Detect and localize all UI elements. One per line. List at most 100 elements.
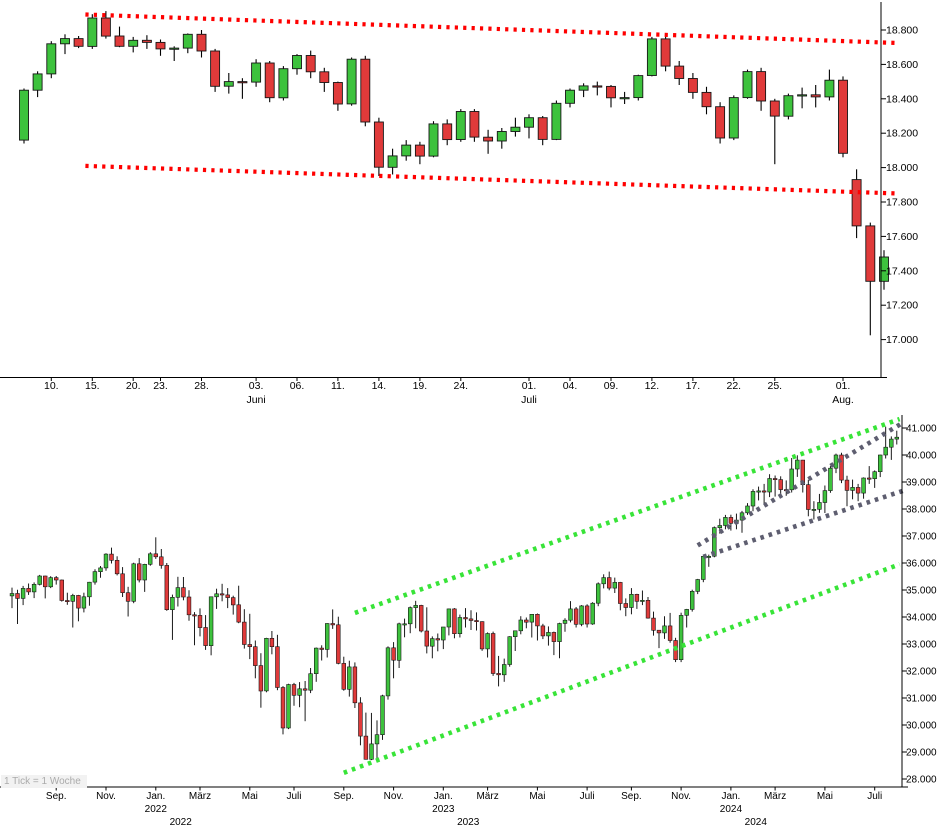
x-axis-label: 28. [194,380,209,392]
bullish-candle [380,695,385,735]
bearish-candle [606,577,612,589]
y-axis-label: 18.600 [886,59,918,71]
bullish-candle [485,633,490,650]
bearish-candle [573,608,579,625]
bearish-candle [341,663,346,690]
bearish-candle [667,625,673,641]
x-axis-label: Mai [817,791,833,802]
candles-group [19,11,889,336]
bullish-candle [877,454,883,473]
bearish-candle [865,225,876,282]
bearish-candle [418,605,424,632]
bearish-candle [203,627,208,646]
bullish-candle [524,117,534,128]
y-axis-label: 34.000 [906,613,937,624]
x-axis-label: 19. [413,380,428,392]
x-axis-major-label: 2024 [720,804,743,815]
y-axis-label: 17.600 [886,231,918,243]
bearish-candle [153,553,158,558]
x-axis-major-label: Juli [521,394,537,406]
bullish-candle [402,623,407,626]
bearish-candle [623,603,629,608]
daily-candlestick-chart: 18.800 18.600 18.400 18.200 18.000 17.800 17.6… [0,2,918,406]
y-axis-label: 17.000 [886,334,918,346]
bearish-candle [584,605,590,625]
x-axis-label: 01. [836,380,851,392]
bullish-candle [264,638,269,692]
bullish-candle [850,487,855,491]
y-axis-label: 32.000 [906,667,937,678]
y-axis-label: 17.200 [886,300,918,312]
bullish-candle [501,664,507,676]
bearish-candle [73,38,84,47]
bullish-candle [889,438,894,448]
bearish-candle [219,593,225,596]
bullish-candle [347,666,352,690]
bearish-candle [319,647,324,650]
bullish-candle [98,567,103,572]
bullish-candle [689,591,695,610]
bearish-candle [186,596,192,616]
bearish-candle [769,100,780,117]
bullish-candle [20,588,26,599]
bullish-candle [507,636,512,665]
bullish-candle [861,477,866,494]
bullish-candle [629,594,634,608]
y-axis-label: 41.000 [906,424,937,435]
bullish-candle [407,607,413,625]
bearish-candle [618,582,623,604]
x-axis-major-label: 2022 [145,804,168,815]
bearish-candle [42,575,48,588]
x-axis-label: Nov. [671,791,691,802]
wedge-lower-trendline [702,487,906,559]
x-axis-label: Jan. [146,791,165,802]
x-axis-label: März [764,791,786,802]
bullish-candle [578,85,589,91]
bearish-candle [269,638,275,648]
bearish-candle [524,619,529,623]
x-axis-label: 01. [522,380,537,392]
x-axis-label: Sep. [46,791,67,802]
bearish-candle [674,65,685,79]
bullish-candle [562,619,568,624]
x-axis-label: Mai [529,791,545,802]
bullish-candle [385,647,391,697]
bullish-candle [223,81,234,87]
bearish-candle [114,35,125,47]
bearish-candle [687,78,698,93]
x-axis-label: März [476,791,498,802]
bullish-candle [87,581,92,598]
bullish-candle [706,556,712,558]
bullish-candle [828,467,833,491]
bullish-candle [292,55,302,70]
bullish-candle [286,684,291,729]
bearish-candle [302,688,308,691]
bearish-candle [125,592,131,602]
bullish-candle [742,71,753,99]
x-axis-label: Juli [286,791,301,802]
bearish-candle [373,121,384,168]
bearish-candle [701,91,712,108]
bullish-candle [92,571,98,583]
bullish-candle [128,39,139,47]
bearish-candle [452,608,457,634]
bullish-candle [551,102,562,140]
bullish-candle [430,638,435,647]
bearish-candle [592,85,603,88]
lower-support-trendline [85,163,895,196]
bearish-candle [483,136,494,142]
bearish-candle [258,665,264,692]
x-axis-label: 04. [563,380,578,392]
bullish-candle [251,62,262,83]
x-axis-label: 09. [604,380,619,392]
bearish-candle [141,39,152,43]
bearish-candle [159,556,164,566]
bearish-candle [196,33,207,52]
bullish-candle [789,468,794,491]
bearish-candle [810,94,821,98]
bearish-candle [645,600,651,619]
bullish-candle [87,17,98,47]
bullish-candle [512,630,518,638]
bearish-candle [225,594,230,598]
